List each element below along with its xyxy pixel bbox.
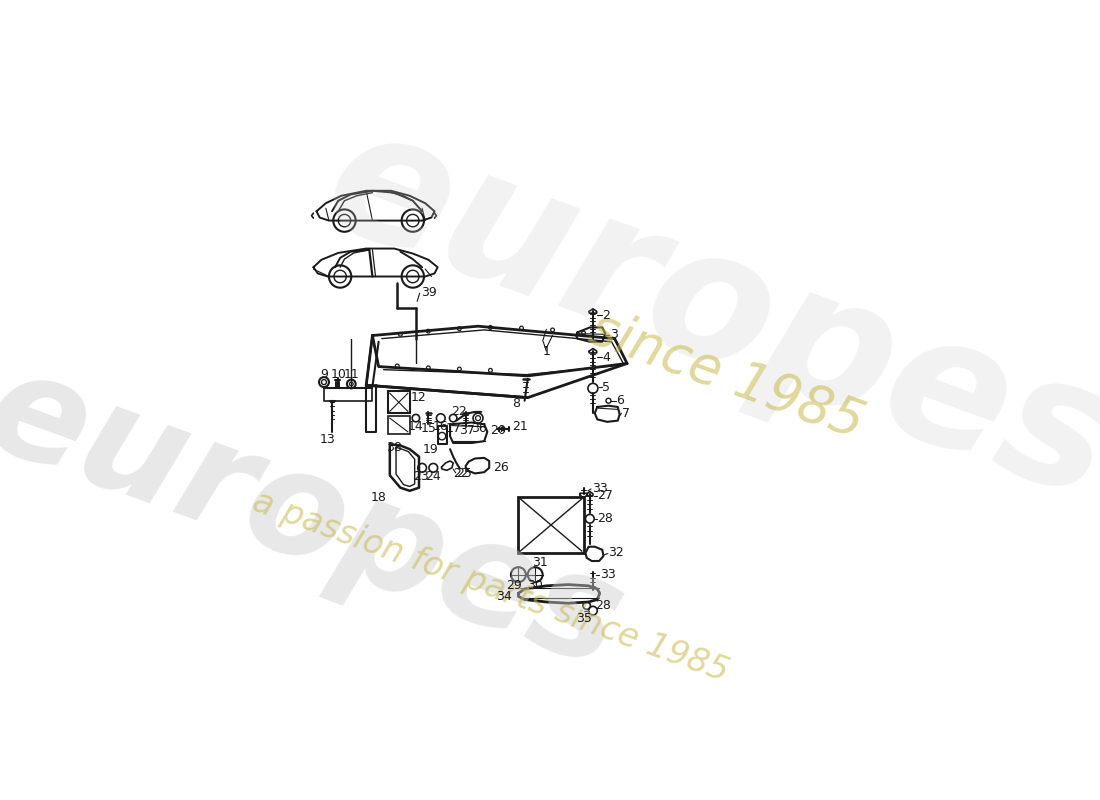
Text: 1: 1 xyxy=(542,345,550,358)
Text: 34: 34 xyxy=(496,590,513,603)
Text: 8: 8 xyxy=(513,398,520,410)
Text: 39: 39 xyxy=(421,286,437,298)
Text: 9: 9 xyxy=(320,367,328,381)
Text: since 1985: since 1985 xyxy=(582,302,870,450)
Text: 13: 13 xyxy=(320,433,336,446)
Text: 35: 35 xyxy=(575,612,592,625)
Text: 37: 37 xyxy=(459,424,475,437)
Bar xyxy=(518,497,584,553)
Text: 33: 33 xyxy=(600,568,616,581)
Text: 22: 22 xyxy=(451,405,468,418)
Text: 19: 19 xyxy=(422,442,439,456)
Text: 33: 33 xyxy=(592,482,607,495)
Text: 7: 7 xyxy=(623,406,630,420)
Text: 14: 14 xyxy=(408,420,424,434)
Text: 26: 26 xyxy=(494,461,509,474)
Text: a passion for parts since 1985: a passion for parts since 1985 xyxy=(248,486,733,689)
Text: 10: 10 xyxy=(331,367,346,381)
Text: 36: 36 xyxy=(472,422,487,435)
Text: 16: 16 xyxy=(433,420,449,434)
Text: 32: 32 xyxy=(608,546,624,559)
Text: 28: 28 xyxy=(595,599,610,612)
Text: 25: 25 xyxy=(456,467,472,480)
Text: europes: europes xyxy=(304,90,1100,537)
Text: 24: 24 xyxy=(426,470,441,483)
Text: 18: 18 xyxy=(371,490,386,503)
Text: 22: 22 xyxy=(453,467,469,480)
Text: 20: 20 xyxy=(491,424,506,437)
Text: 15: 15 xyxy=(420,422,437,435)
Text: 11: 11 xyxy=(343,367,360,381)
Text: 2: 2 xyxy=(602,309,610,322)
Text: 5: 5 xyxy=(602,381,610,394)
Text: 27: 27 xyxy=(597,490,613,502)
Text: 6: 6 xyxy=(616,394,625,407)
Text: 23: 23 xyxy=(412,470,429,483)
Text: 30: 30 xyxy=(527,579,543,592)
Text: 29: 29 xyxy=(506,579,521,592)
Bar xyxy=(388,416,409,434)
Text: 4: 4 xyxy=(602,350,610,364)
Text: 28: 28 xyxy=(597,512,613,526)
Text: 38: 38 xyxy=(386,441,402,454)
Text: 21: 21 xyxy=(513,420,528,434)
Text: 12: 12 xyxy=(411,391,427,405)
Text: europes: europes xyxy=(0,338,640,698)
Circle shape xyxy=(500,426,505,431)
Text: 17: 17 xyxy=(446,422,461,435)
Bar xyxy=(388,391,409,413)
Text: 31: 31 xyxy=(532,556,548,569)
Text: 3: 3 xyxy=(609,328,617,342)
